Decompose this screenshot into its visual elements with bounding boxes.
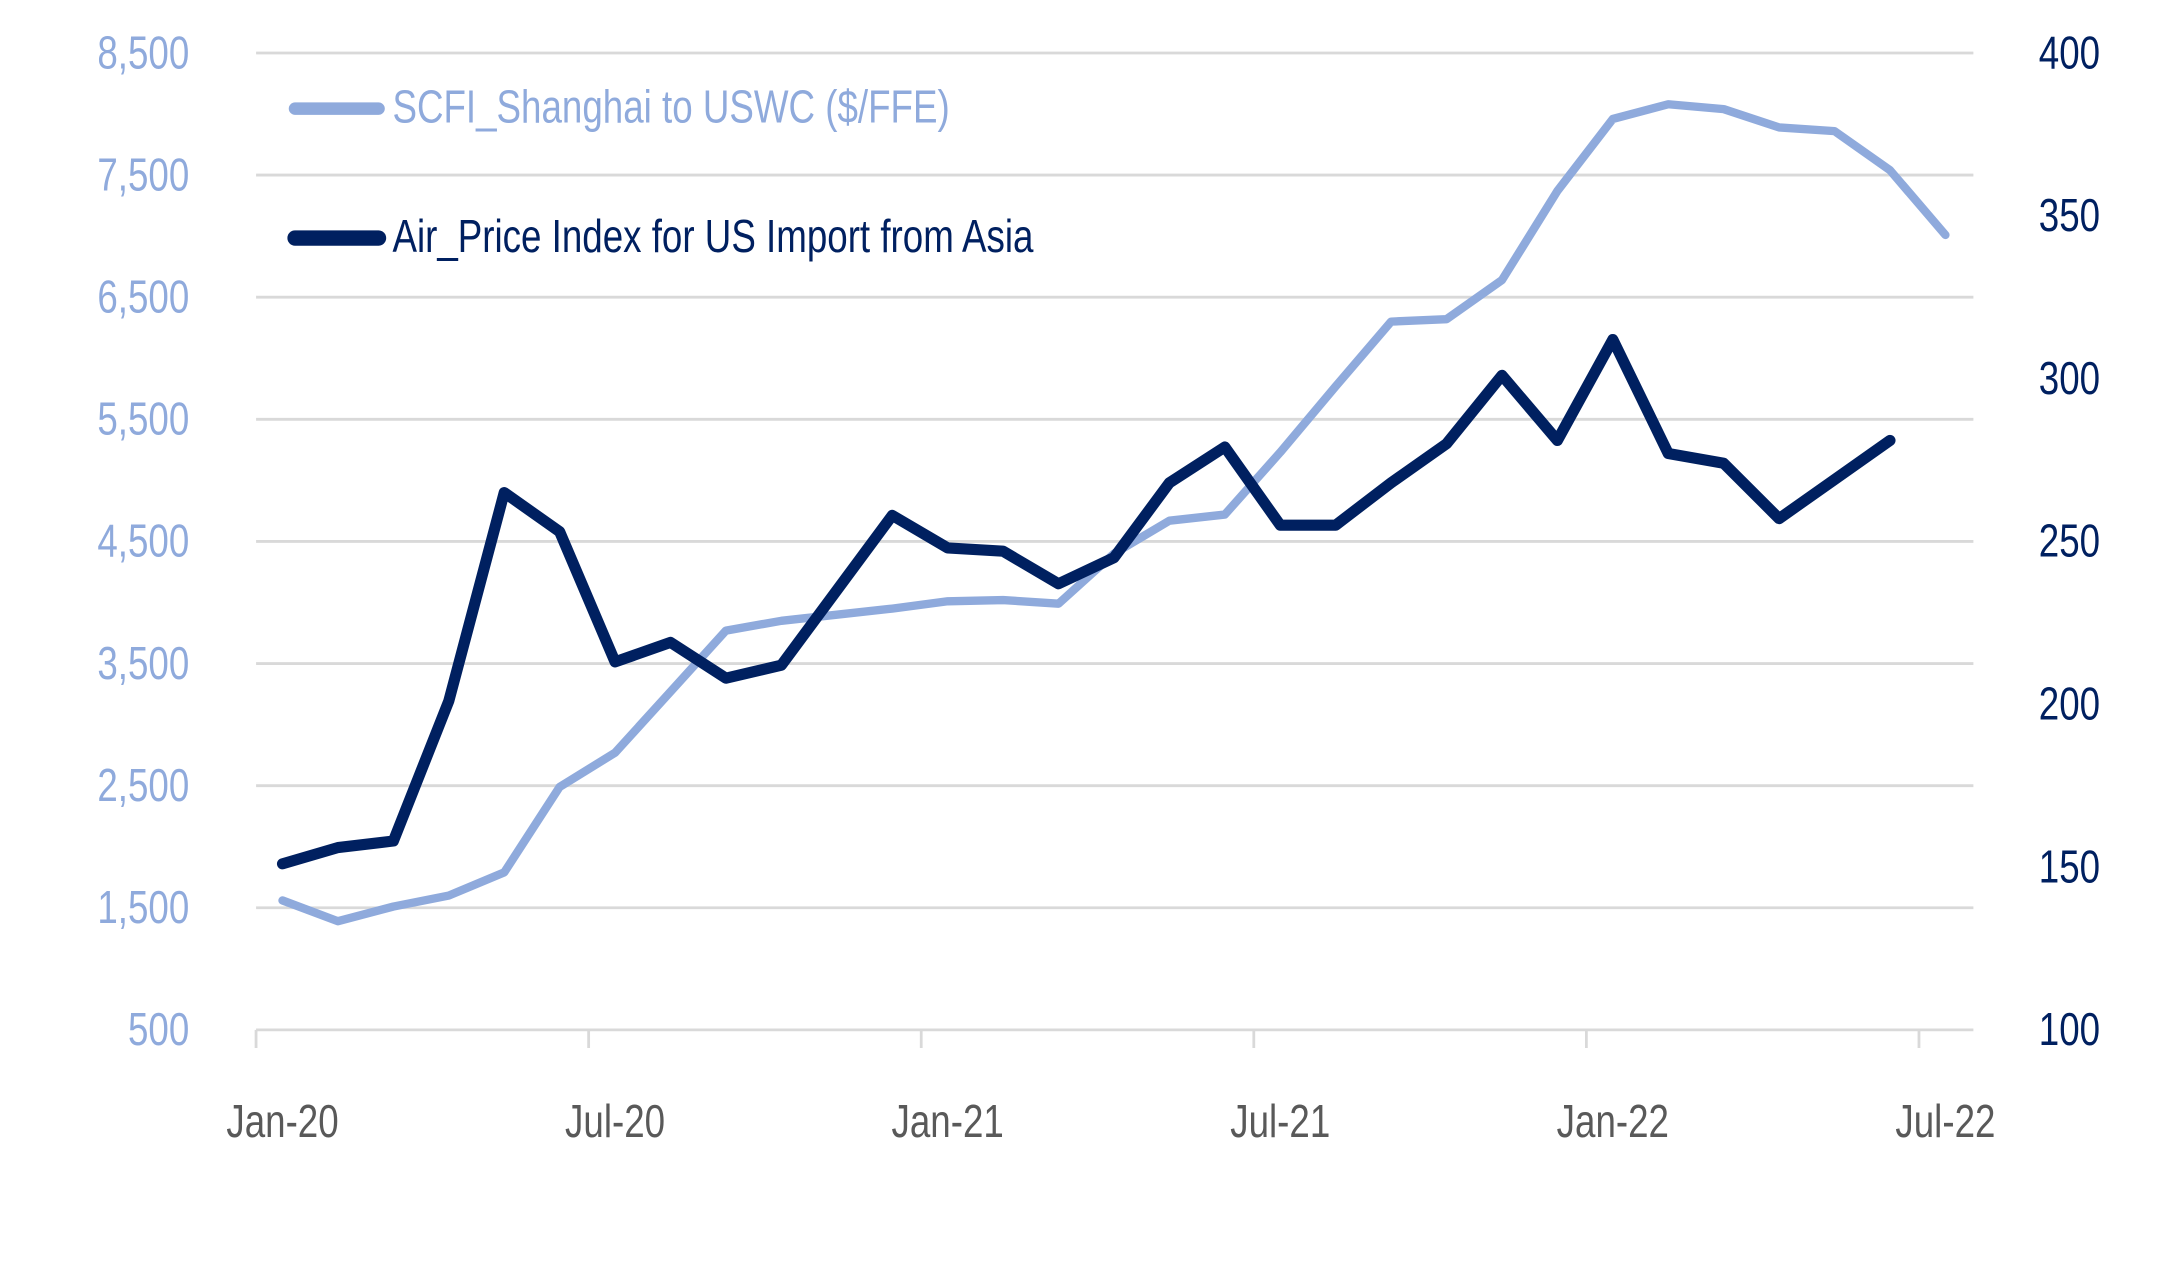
x-tick-label: Jul-21 — [1230, 1095, 1330, 1147]
right-tick-label: 350 — [2039, 189, 2100, 241]
left-tick-label: 8,500 — [97, 26, 189, 78]
series-line-air-price-index — [276, 333, 1896, 870]
legend-label-scfi: SCFI_Shanghai to USWC ($/FFE) — [392, 81, 949, 133]
left-tick-label: 3,500 — [97, 637, 189, 689]
x-tick-label: Jul-20 — [565, 1095, 665, 1147]
legend: SCFI_Shanghai to USWC ($/FFE) Air_Price … — [287, 81, 1034, 262]
x-axis: Jan-20 Jul-20 Jan-21 Jul-21 Jan-22 Jul-22 — [226, 1029, 1995, 1147]
right-tick-label: 400 — [2039, 26, 2100, 78]
gridlines — [256, 51, 1974, 1032]
left-tick-label: 2,500 — [97, 759, 189, 811]
left-tick-label: 5,500 — [97, 393, 189, 445]
x-tick-label: Jan-20 — [226, 1095, 338, 1147]
right-tick-label: 200 — [2039, 678, 2100, 730]
left-tick-label: 4,500 — [97, 515, 189, 567]
right-tick-label: 100 — [2039, 1003, 2100, 1055]
legend-label-air: Air_Price Index for US Import from Asia — [392, 210, 1034, 262]
x-tick-label: Jan-22 — [1557, 1095, 1669, 1147]
right-tick-label: 250 — [2039, 515, 2100, 567]
left-tick-label: 500 — [128, 1003, 189, 1055]
left-tick-label: 7,500 — [97, 148, 189, 200]
series-lines — [276, 100, 1950, 926]
right-tick-label: 150 — [2039, 840, 2100, 892]
x-tick-label: Jan-21 — [892, 1095, 1004, 1147]
right-tick-label: 300 — [2039, 352, 2100, 404]
left-tick-label: 1,500 — [97, 881, 189, 933]
right-y-axis: 400 350 300 250 200 150 100 — [2039, 26, 2100, 1055]
left-tick-label: 6,500 — [97, 271, 189, 323]
left-y-axis: 8,500 7,500 6,500 5,500 4,500 3,500 2,500 1,500… — [97, 26, 189, 1055]
x-tick-label: Jul-22 — [1895, 1095, 1995, 1147]
